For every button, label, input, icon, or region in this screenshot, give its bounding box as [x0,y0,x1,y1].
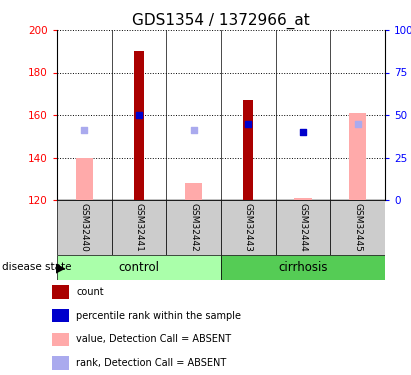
Bar [166,200,221,255]
Bar [294,198,312,200]
Bar [221,255,385,280]
Text: GSM32443: GSM32443 [244,203,253,252]
Bar [57,200,112,255]
Text: GSM32444: GSM32444 [298,203,307,252]
Text: GSM32445: GSM32445 [353,203,362,252]
Text: cirrhosis: cirrhosis [278,261,328,274]
Bar [276,200,330,255]
Text: GSM32442: GSM32442 [189,203,198,252]
Point [136,112,142,118]
Bar [53,357,69,370]
Bar [185,183,202,200]
Point [245,120,252,126]
Text: rank, Detection Call = ABSENT: rank, Detection Call = ABSENT [76,358,227,368]
Bar [134,51,144,200]
Bar [53,333,69,346]
Point [81,127,88,133]
Bar [53,285,69,298]
Text: percentile rank within the sample: percentile rank within the sample [76,310,241,321]
Point [354,120,361,126]
Text: GSM32441: GSM32441 [134,203,143,252]
Text: control: control [118,261,159,274]
Bar [112,200,166,255]
Bar [53,309,69,322]
Bar [349,113,367,200]
Bar [330,200,385,255]
Bar [57,255,221,280]
Text: GSM32440: GSM32440 [80,203,89,252]
Text: value, Detection Call = ABSENT: value, Detection Call = ABSENT [76,334,231,344]
Title: GDS1354 / 1372966_at: GDS1354 / 1372966_at [132,12,310,28]
Bar [76,158,93,200]
Text: disease state: disease state [2,262,72,273]
Point [300,129,306,135]
Bar [221,200,276,255]
Text: count: count [76,287,104,297]
Point [190,127,197,133]
Text: ▶: ▶ [55,261,65,274]
Bar [243,100,253,200]
